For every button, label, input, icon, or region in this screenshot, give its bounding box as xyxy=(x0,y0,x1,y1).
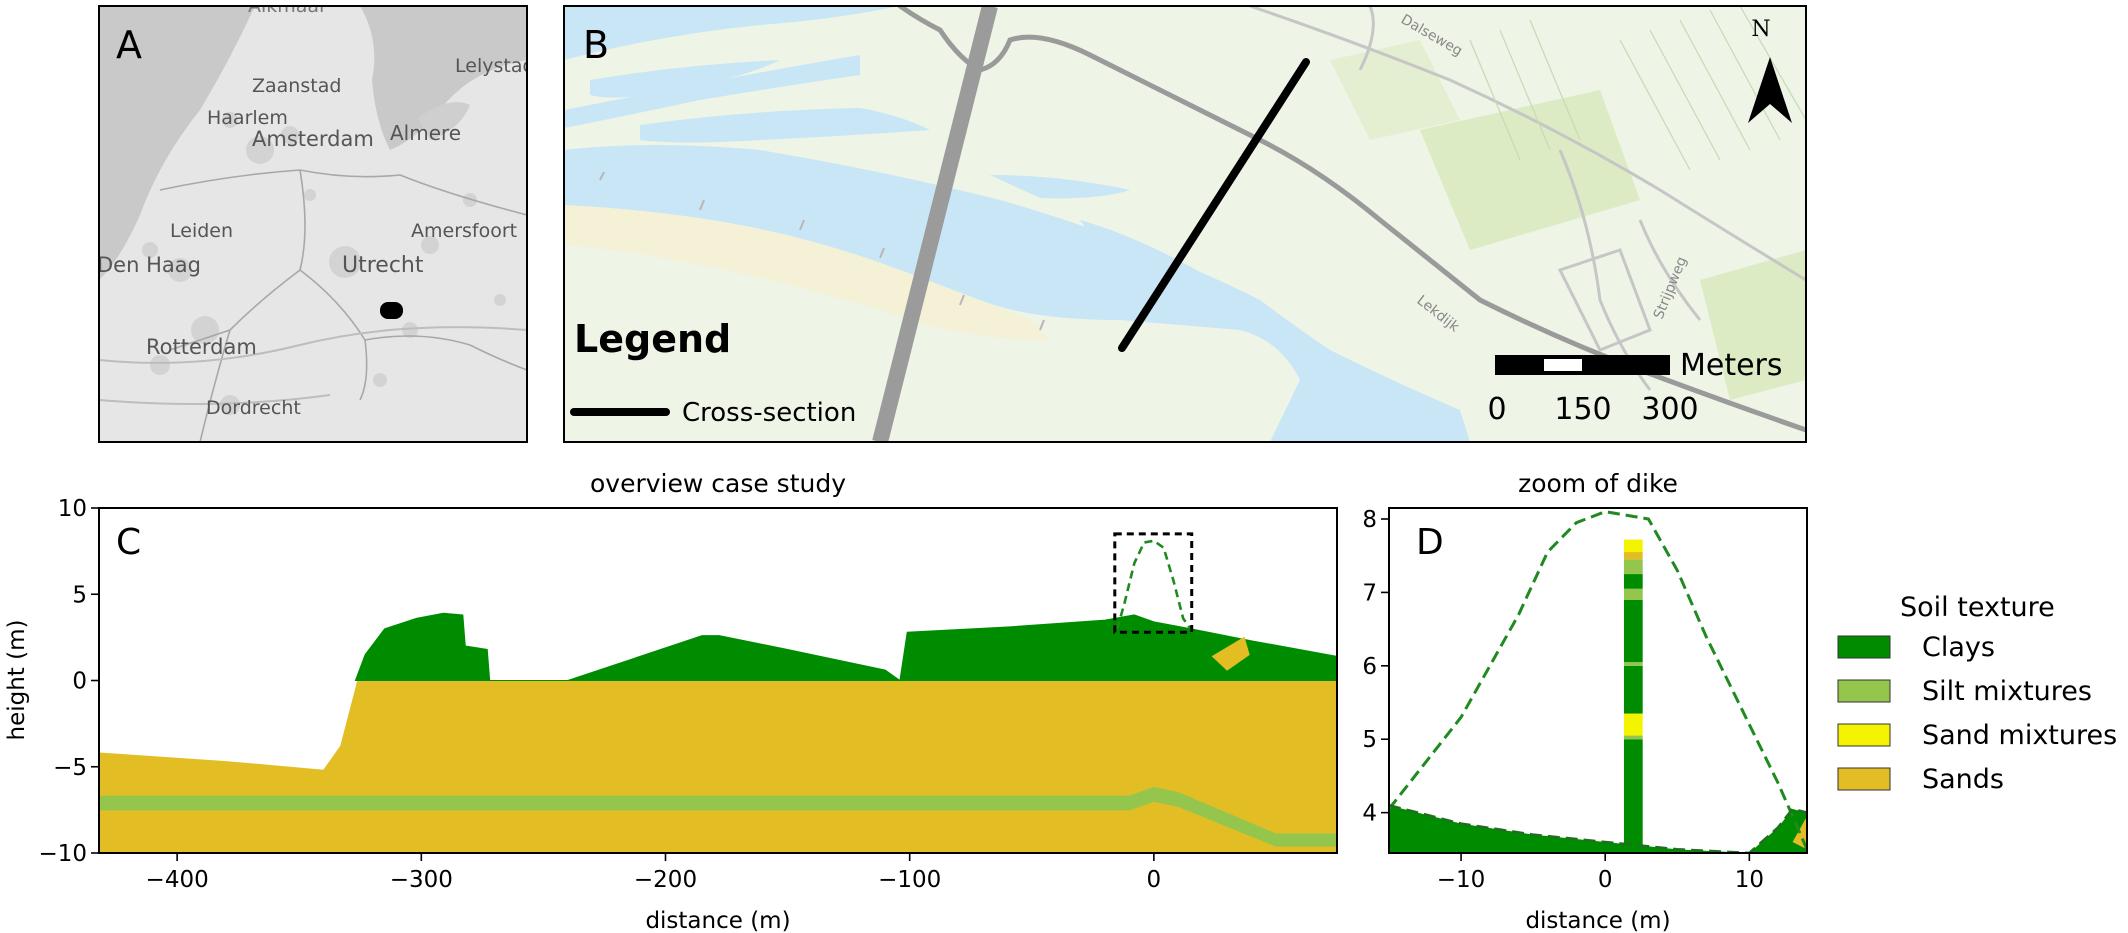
map-legend-title: Legend xyxy=(574,317,731,361)
chart-title: overview case study xyxy=(590,469,846,498)
x-axis-label: distance (m) xyxy=(1525,908,1670,933)
y-tick-label: 10 xyxy=(58,496,87,522)
legend-swatch xyxy=(1837,679,1891,703)
chart-overview: overview case study −400 −300 −200 −100 0−10… xyxy=(4,469,1338,933)
y-tick-label: 7 xyxy=(1362,580,1377,606)
legend-swatch xyxy=(1837,635,1891,659)
soil-layer-area xyxy=(1211,636,1250,671)
x-tick-label: −100 xyxy=(878,867,941,893)
soil-column-layer xyxy=(1623,724,1643,736)
chart-title: zoom of dike xyxy=(1518,469,1678,498)
city-label: Almere xyxy=(390,121,461,145)
city-label: Utrecht xyxy=(342,253,424,278)
soil-layer-area xyxy=(99,680,1337,853)
svg-text:N: N xyxy=(1751,17,1770,42)
soil-legend: Soil texture Clays Silt mixtures Sand mixt… xyxy=(1837,592,2117,795)
city-label: Amsterdam xyxy=(252,127,374,151)
x-tick-label: 0 xyxy=(1147,867,1162,893)
svg-text:300: 300 xyxy=(1641,392,1698,427)
panel-letter-c: C xyxy=(116,522,141,563)
svg-text:150: 150 xyxy=(1554,392,1611,427)
dike-outline xyxy=(1115,539,1192,630)
svg-text:Meters: Meters xyxy=(1680,348,1783,383)
x-tick-label: −200 xyxy=(634,867,697,893)
map-legend-item: Cross-section xyxy=(682,398,856,428)
y-tick-label: 4 xyxy=(1362,801,1377,827)
soil-column-layer xyxy=(1623,588,1643,600)
x-tick-label: 0 xyxy=(1598,867,1613,893)
city-label: Amersfoort xyxy=(411,220,517,242)
soil-column-layer xyxy=(1623,559,1643,575)
y-tick-label: 6 xyxy=(1362,654,1377,680)
city-label: Dordrecht xyxy=(206,397,301,419)
soil-layer-area xyxy=(99,786,1337,847)
y-tick-label: 5 xyxy=(1362,727,1377,753)
soil-column-layer xyxy=(1623,665,1643,714)
x-tick-label: −300 xyxy=(390,867,453,893)
city-label: Lelystad xyxy=(455,55,535,77)
legend-swatch xyxy=(1837,723,1891,747)
location-marker xyxy=(380,302,403,319)
city-label: Den Haag xyxy=(97,253,201,277)
legend-label: Sands xyxy=(1922,764,2004,795)
soil-column-layer xyxy=(1623,599,1643,663)
y-axis-label: height (m) xyxy=(4,620,30,741)
soil-column-layer xyxy=(1623,662,1643,666)
chart-zoom: zoom of dike −10 0 10 4 5 6 7 8 D distance (m) xyxy=(1362,469,1808,933)
ground-line xyxy=(1389,804,1807,853)
dike-outline xyxy=(1389,510,1807,850)
cross-section-line xyxy=(1118,58,1310,352)
soil-layer-area xyxy=(354,612,1337,682)
soil-column-layer xyxy=(1623,739,1643,853)
soil-column-layer xyxy=(1623,574,1643,589)
city-label: Alkmaar xyxy=(248,0,327,17)
y-tick-label: 5 xyxy=(72,582,87,608)
zoom-box xyxy=(1113,532,1194,634)
x-tick-label: −10 xyxy=(1437,867,1486,893)
soil-column-layer xyxy=(1623,735,1643,740)
soil-column-layer xyxy=(1623,552,1643,560)
panel-letter-d: D xyxy=(1416,522,1444,563)
panel-letter-b: B xyxy=(583,23,609,67)
svg-text:0: 0 xyxy=(1487,392,1506,427)
soil-column-layer xyxy=(1623,713,1643,725)
legend-label: Silt mixtures xyxy=(1922,676,2092,707)
x-tick-label: 10 xyxy=(1735,867,1764,893)
map-a: Alkmaar Zaanstad Lelystad Haarlem Amster… xyxy=(97,0,535,442)
panel-letter-a: A xyxy=(116,23,142,67)
x-tick-label: −400 xyxy=(146,867,209,893)
map-b: Lekdijk Strijpweg Dalseweg xyxy=(564,6,1806,442)
north-arrow-icon: N xyxy=(1748,17,1792,123)
y-tick-label: −10 xyxy=(38,841,87,867)
legend-title: Soil texture xyxy=(1900,592,2055,623)
y-tick-label: −5 xyxy=(53,755,87,781)
y-tick-label: 0 xyxy=(72,669,87,695)
soil-column-layer xyxy=(1623,539,1643,553)
x-axis-label: distance (m) xyxy=(645,908,790,933)
y-tick-label: 8 xyxy=(1362,507,1377,533)
city-label: Rotterdam xyxy=(146,335,257,359)
legend-label: Sand mixtures xyxy=(1922,720,2117,751)
city-label: Leiden xyxy=(170,220,233,242)
scale-bar: Meters 0 150 300 xyxy=(1487,348,1782,427)
clay-ground xyxy=(1389,805,1807,853)
legend-label: Clays xyxy=(1922,632,1995,663)
city-label: Zaanstad xyxy=(252,75,341,97)
city-label: Haarlem xyxy=(207,107,288,129)
legend-swatch xyxy=(1837,767,1891,791)
